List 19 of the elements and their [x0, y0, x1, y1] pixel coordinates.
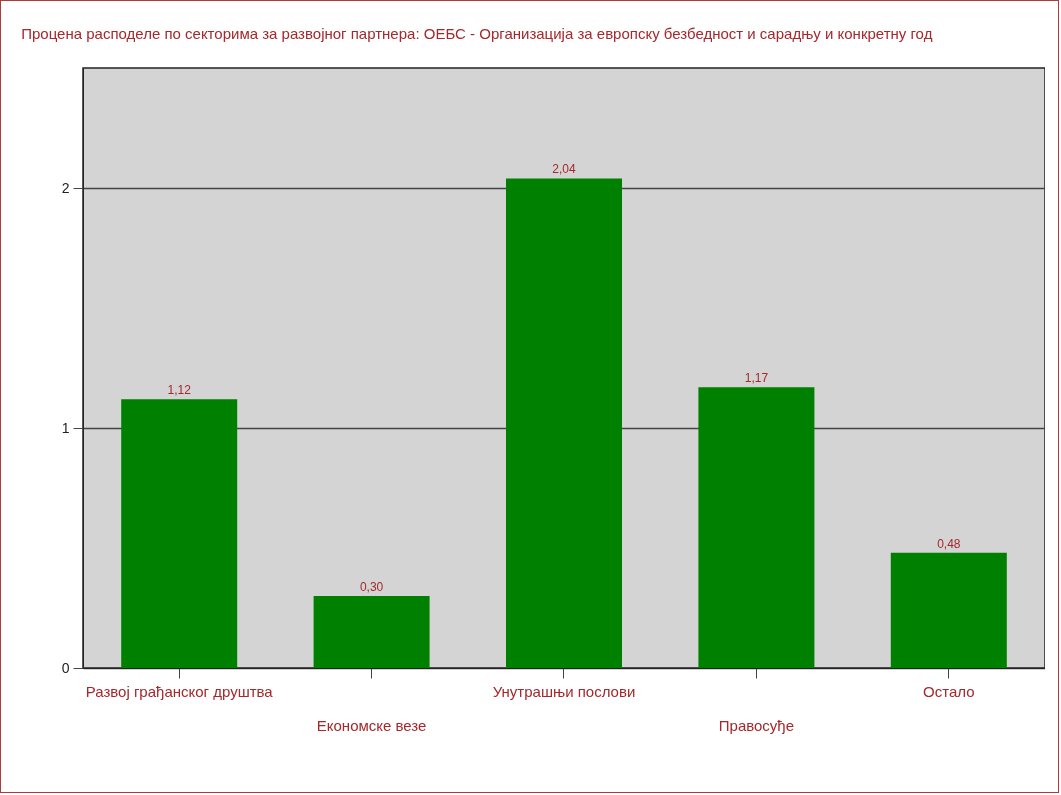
bar: [506, 178, 622, 668]
bar: [698, 387, 815, 668]
x-tick-label: Развој грађанског друштва: [85, 682, 274, 700]
x-tick-label: Правосуђе: [718, 716, 795, 734]
bar: [121, 399, 238, 668]
data-label: 2,04: [552, 162, 576, 177]
x-tick-label: Унутрашњи послови: [492, 682, 636, 700]
chart-title: Процена расподеле по секторима за развојног партнера: ОЕБС - Организација за европску безбедност и сарадњу и конкретну год: [21, 25, 933, 42]
y-tick-label: 0: [61, 659, 70, 676]
data-label: 1,12: [167, 383, 192, 398]
data-label: 1,17: [744, 371, 769, 386]
y-tick-label: 2: [61, 179, 70, 196]
data-label: 0,48: [937, 536, 961, 551]
bar: [313, 596, 430, 668]
bar: [890, 552, 1007, 668]
y-tick-label: 1: [61, 419, 70, 436]
x-tick-label: Остало: [923, 682, 975, 700]
x-tick-label: Економске везе: [316, 716, 427, 734]
data-label: 0,30: [359, 580, 384, 594]
